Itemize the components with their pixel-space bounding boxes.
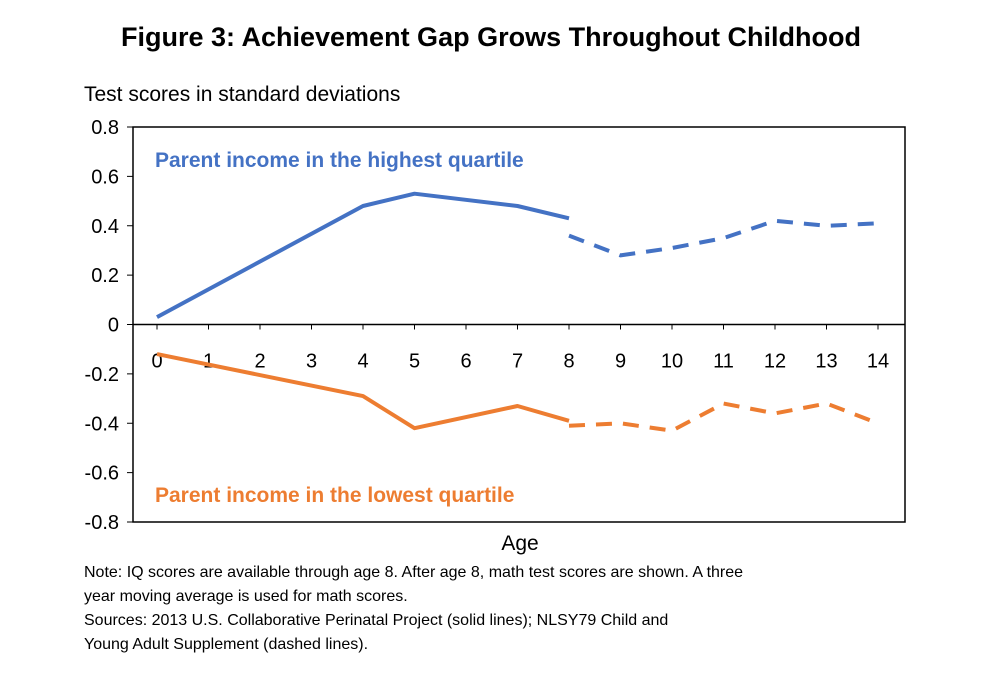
note-line: Note: IQ scores are available through ag… (84, 564, 744, 581)
x-tick-label: 12 (764, 351, 786, 373)
highest-quartile-solid-line (156, 191, 570, 319)
note-line: year moving average is used for math sco… (84, 588, 408, 605)
source-line: Young Adult Supplement (dashed lines). (84, 636, 369, 653)
y-tick-label: 0.4 (91, 216, 119, 238)
lowest-quartile-solid-line (156, 352, 570, 431)
highest-quartile-label: Parent income in the highest quartile (155, 149, 524, 172)
y-tick-label: 0 (108, 315, 119, 337)
y-tick-label: -0.2 (85, 364, 119, 386)
x-tick-label: 1 (203, 351, 214, 373)
x-tick-label: 13 (815, 351, 837, 373)
highest-quartile-dashed-line (568, 218, 879, 258)
y-axis-label: Test scores in standard deviations (84, 83, 401, 106)
x-tick-label: 10 (661, 351, 683, 373)
source-line: Sources: 2013 U.S. Collaborative Perinat… (84, 612, 669, 629)
x-tick-label: 14 (867, 351, 889, 373)
x-tick-label: 6 (460, 351, 471, 373)
y-tick-label: -0.4 (85, 413, 119, 435)
x-tick-label: 3 (306, 351, 317, 373)
lowest-quartile-dashed-line (568, 401, 879, 433)
chart-title: Figure 3: Achievement Gap Grows Througho… (120, 22, 861, 52)
x-tick-label: 8 (563, 351, 574, 373)
x-tick-label: 2 (254, 351, 265, 373)
y-tick-label: 0.8 (91, 117, 119, 139)
x-axis-label: Age (501, 532, 539, 555)
x-tick-label: 7 (512, 351, 523, 373)
y-tick-label: 0.2 (91, 265, 119, 287)
lowest-quartile-label: Parent income in the lowest quartile (155, 484, 514, 507)
x-tick-label: 4 (357, 351, 368, 373)
x-tick-label: 11 (713, 351, 734, 373)
y-tick-label: 0.6 (91, 166, 119, 188)
x-tick-label: 9 (615, 351, 626, 373)
y-tick-label: -0.6 (85, 463, 119, 485)
y-tick-label: -0.8 (85, 512, 119, 534)
x-tick-label: 0 (151, 351, 162, 373)
chart-notes: Note: IQ scores are available through ag… (84, 561, 944, 657)
x-tick-label: 5 (409, 351, 420, 373)
